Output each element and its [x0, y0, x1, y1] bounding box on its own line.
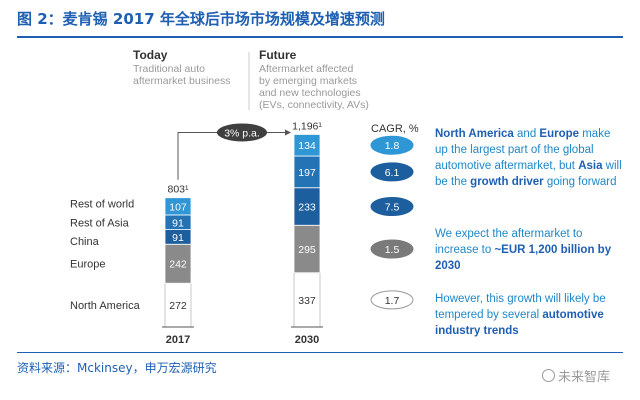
side-note-text: However, this growth will likely be temp…: [435, 293, 606, 321]
side-note-text: and: [513, 128, 540, 140]
data-label: 134: [298, 140, 316, 152]
data-label: 295: [298, 244, 316, 256]
data-label: 242: [169, 259, 187, 271]
data-label: 107: [169, 201, 187, 213]
cagr-badge: [370, 196, 414, 216]
watermark: 未来智库: [541, 366, 610, 385]
legend-label-rest-of-asia: Rest of Asia: [70, 217, 130, 229]
data-label: 272: [169, 300, 187, 312]
future-heading: Future: [259, 48, 297, 62]
today-subheading: aftermarket business: [133, 75, 230, 87]
side-note-text: Asia: [578, 160, 603, 172]
cagr-value: 6.1: [385, 167, 400, 179]
future-subheading: Aftermarket affected: [259, 63, 354, 75]
future-subheading: (EVs, connectivity, AVs): [259, 99, 369, 111]
source-note: 资料来源：Mckinsey，申万宏源研究: [17, 361, 217, 375]
future-subheading: by emerging markets: [259, 75, 357, 87]
data-label: 197: [298, 167, 316, 179]
cagr-header: CAGR, %: [371, 123, 419, 135]
figure-title: 图 2：麦肯锡 2017 年全球后市场市场规模及增速预测: [17, 10, 385, 28]
cagr-badge: [370, 162, 414, 182]
side-note-text: going forward: [543, 176, 617, 188]
bar-segment-rest-of-world: [293, 134, 321, 157]
legend-label-europe: Europe: [70, 259, 105, 271]
watermark-text: 未来智库: [557, 370, 610, 385]
side-note-text: make up the largest part of the global a…: [435, 128, 611, 172]
total-label: 803¹: [167, 184, 189, 196]
side-note-text: We expect the aftermarket to increase to: [435, 228, 583, 256]
x-tick-label: 2017: [166, 334, 190, 346]
growth-arrowhead: [285, 129, 291, 136]
cagr-value: 1.7: [385, 295, 400, 307]
today-subheading: Traditional auto: [133, 63, 205, 75]
bar-segment-rest-of-asia: [293, 155, 321, 189]
legend-label-rest-of-world: Rest of world: [70, 198, 134, 210]
total-label: 1,196¹: [292, 120, 322, 132]
side-note-text: Europe: [539, 128, 580, 140]
source-divider: [17, 352, 623, 353]
side-note-text: ~EUR 1,200 billion by 2030: [435, 244, 612, 272]
bar-segment-china: [293, 187, 321, 226]
side-note-text: automotive industry trends: [435, 309, 604, 337]
bar-segment-north-america: [164, 282, 192, 328]
cagr-value: 1.5: [385, 244, 400, 256]
today-heading: Today: [133, 48, 168, 62]
title-divider: [17, 36, 623, 38]
cagr-value: 1.8: [385, 140, 400, 152]
side-note-growth-driver: North America and Europe make up the lar…: [435, 126, 625, 190]
data-label: 233: [298, 201, 316, 213]
legend-label-china: China: [70, 236, 100, 248]
cagr-badge: [370, 135, 414, 155]
x-tick-label: 2030: [295, 334, 319, 346]
cagr-value: 7.5: [385, 201, 400, 213]
side-note-text: growth driver: [470, 176, 544, 188]
side-note-text: will be the: [435, 160, 622, 188]
cagr-badge: [370, 290, 414, 310]
future-subheading: and new technologies: [259, 87, 361, 99]
data-label: 91: [172, 232, 184, 244]
side-note-text: North America: [435, 128, 514, 140]
side-note-market-size: We expect the aftermarket to increase to…: [435, 226, 625, 274]
legend-label-north-america: North America: [70, 300, 141, 312]
data-label: 337: [298, 295, 316, 307]
bar-segment-rest-of-world: [164, 197, 192, 216]
growth-badge: [217, 123, 267, 142]
growth-label: 3% p.a.: [224, 127, 260, 139]
side-note-industry-trends: However, this growth will likely be temp…: [435, 291, 625, 339]
data-label: 91: [172, 217, 184, 229]
cagr-badge: [370, 239, 414, 259]
watermark-icon: [541, 369, 555, 382]
